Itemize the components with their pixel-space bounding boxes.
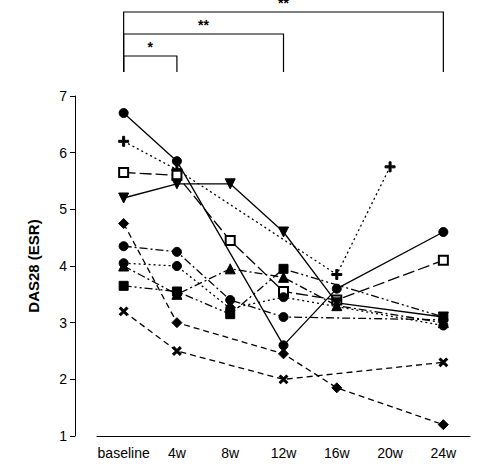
svg-text:DAS28 (ESR): DAS28 (ESR) (25, 219, 42, 312)
svg-text:16w: 16w (324, 445, 351, 461)
svg-text:24w: 24w (431, 445, 458, 461)
svg-text:**: ** (198, 17, 209, 33)
svg-text:6: 6 (59, 145, 67, 161)
svg-text:4w: 4w (168, 445, 187, 461)
svg-text:7: 7 (59, 88, 67, 104)
svg-text:12w: 12w (271, 445, 298, 461)
svg-text:4: 4 (59, 258, 67, 274)
svg-text:3: 3 (59, 315, 67, 331)
svg-text:20w: 20w (377, 445, 404, 461)
svg-text:baseline: baseline (98, 445, 150, 461)
svg-text:8w: 8w (221, 445, 240, 461)
svg-text:**: ** (278, 0, 289, 11)
svg-text:2: 2 (59, 371, 67, 387)
svg-text:*: * (148, 39, 154, 55)
svg-text:5: 5 (59, 201, 67, 217)
svg-text:1: 1 (59, 428, 67, 444)
